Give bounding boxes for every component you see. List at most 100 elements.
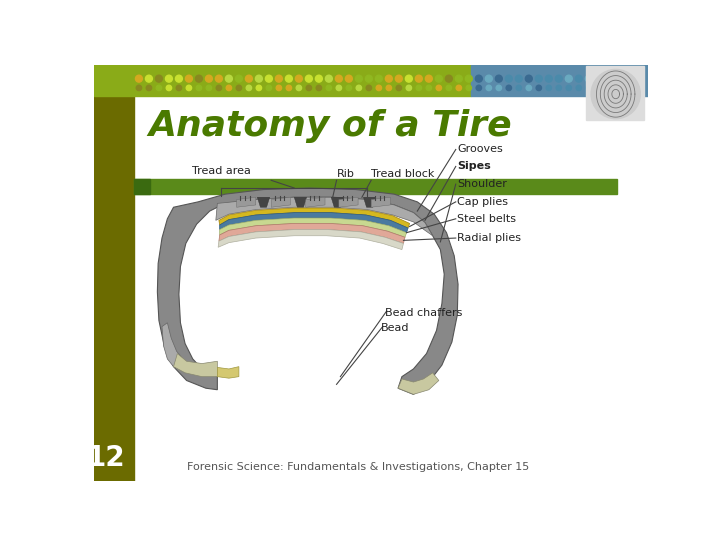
Circle shape — [295, 75, 302, 82]
Circle shape — [415, 75, 423, 82]
Polygon shape — [174, 354, 217, 377]
Circle shape — [455, 75, 462, 82]
Circle shape — [216, 85, 222, 91]
Text: Bead: Bead — [381, 323, 410, 333]
Bar — [135, 179, 617, 194]
Circle shape — [566, 85, 572, 91]
Text: Bead chaffers: Bead chaffers — [385, 308, 462, 318]
Circle shape — [586, 85, 591, 91]
Circle shape — [446, 85, 451, 91]
Circle shape — [516, 85, 521, 91]
Circle shape — [316, 85, 322, 91]
Polygon shape — [217, 367, 239, 378]
Circle shape — [315, 75, 323, 82]
Circle shape — [346, 75, 352, 82]
Circle shape — [465, 75, 472, 82]
Circle shape — [536, 75, 542, 82]
Circle shape — [526, 75, 532, 82]
Polygon shape — [219, 208, 410, 228]
Text: Radial plies: Radial plies — [457, 233, 521, 243]
Circle shape — [356, 85, 361, 91]
Circle shape — [556, 85, 562, 91]
Circle shape — [276, 75, 282, 82]
Circle shape — [276, 85, 282, 91]
Circle shape — [156, 85, 161, 91]
Circle shape — [495, 75, 503, 82]
Text: Rib: Rib — [336, 169, 354, 179]
Circle shape — [256, 75, 262, 82]
Circle shape — [486, 85, 492, 91]
Circle shape — [166, 85, 171, 91]
Circle shape — [496, 85, 502, 91]
Circle shape — [426, 85, 431, 91]
Circle shape — [225, 75, 233, 82]
Text: Grooves: Grooves — [457, 145, 503, 154]
Text: Tread block: Tread block — [371, 169, 435, 179]
Circle shape — [246, 85, 251, 91]
Circle shape — [176, 75, 182, 82]
Circle shape — [266, 75, 272, 82]
Circle shape — [166, 75, 172, 82]
Circle shape — [146, 85, 152, 91]
Circle shape — [585, 75, 593, 82]
Polygon shape — [218, 230, 403, 249]
Circle shape — [266, 85, 271, 91]
Text: Sipes: Sipes — [457, 161, 491, 171]
Text: Steel belts: Steel belts — [457, 214, 516, 224]
Circle shape — [565, 75, 572, 82]
Circle shape — [336, 85, 341, 91]
Circle shape — [446, 75, 452, 82]
Circle shape — [197, 85, 202, 91]
Polygon shape — [216, 197, 433, 236]
Circle shape — [135, 75, 143, 82]
Circle shape — [326, 85, 331, 91]
Bar — [587, 66, 644, 120]
Circle shape — [416, 85, 421, 91]
Bar — [135, 179, 150, 194]
Circle shape — [606, 75, 612, 82]
Circle shape — [336, 75, 342, 82]
Circle shape — [195, 75, 202, 82]
Circle shape — [526, 85, 531, 91]
Text: Anatomy of a Tire: Anatomy of a Tire — [148, 110, 512, 144]
Circle shape — [406, 85, 412, 91]
Circle shape — [186, 85, 192, 91]
Circle shape — [285, 75, 292, 82]
Text: Tread area: Tread area — [192, 166, 251, 177]
Circle shape — [555, 75, 562, 82]
Circle shape — [606, 85, 611, 91]
Circle shape — [325, 75, 333, 82]
Circle shape — [475, 75, 482, 82]
Circle shape — [546, 85, 552, 91]
Circle shape — [545, 75, 552, 82]
Circle shape — [506, 85, 511, 91]
Circle shape — [156, 75, 163, 82]
Circle shape — [246, 75, 252, 82]
Circle shape — [591, 70, 640, 119]
Circle shape — [466, 85, 472, 91]
Polygon shape — [331, 197, 343, 207]
Polygon shape — [294, 197, 307, 207]
Circle shape — [215, 75, 222, 82]
Circle shape — [375, 75, 382, 82]
Polygon shape — [220, 218, 407, 237]
Circle shape — [426, 75, 432, 82]
Circle shape — [575, 75, 582, 82]
Circle shape — [236, 85, 242, 91]
Text: Shoulder: Shoulder — [457, 179, 507, 189]
Circle shape — [505, 75, 512, 82]
Circle shape — [145, 75, 153, 82]
Circle shape — [205, 75, 212, 82]
Circle shape — [376, 85, 382, 91]
Circle shape — [235, 75, 243, 82]
Polygon shape — [271, 197, 290, 207]
Polygon shape — [398, 373, 438, 394]
Circle shape — [536, 85, 541, 91]
Circle shape — [516, 75, 522, 82]
Circle shape — [356, 75, 362, 82]
Bar — [94, 65, 135, 481]
Circle shape — [256, 85, 261, 91]
Circle shape — [576, 85, 582, 91]
Bar — [94, 65, 471, 96]
Bar — [471, 65, 648, 96]
